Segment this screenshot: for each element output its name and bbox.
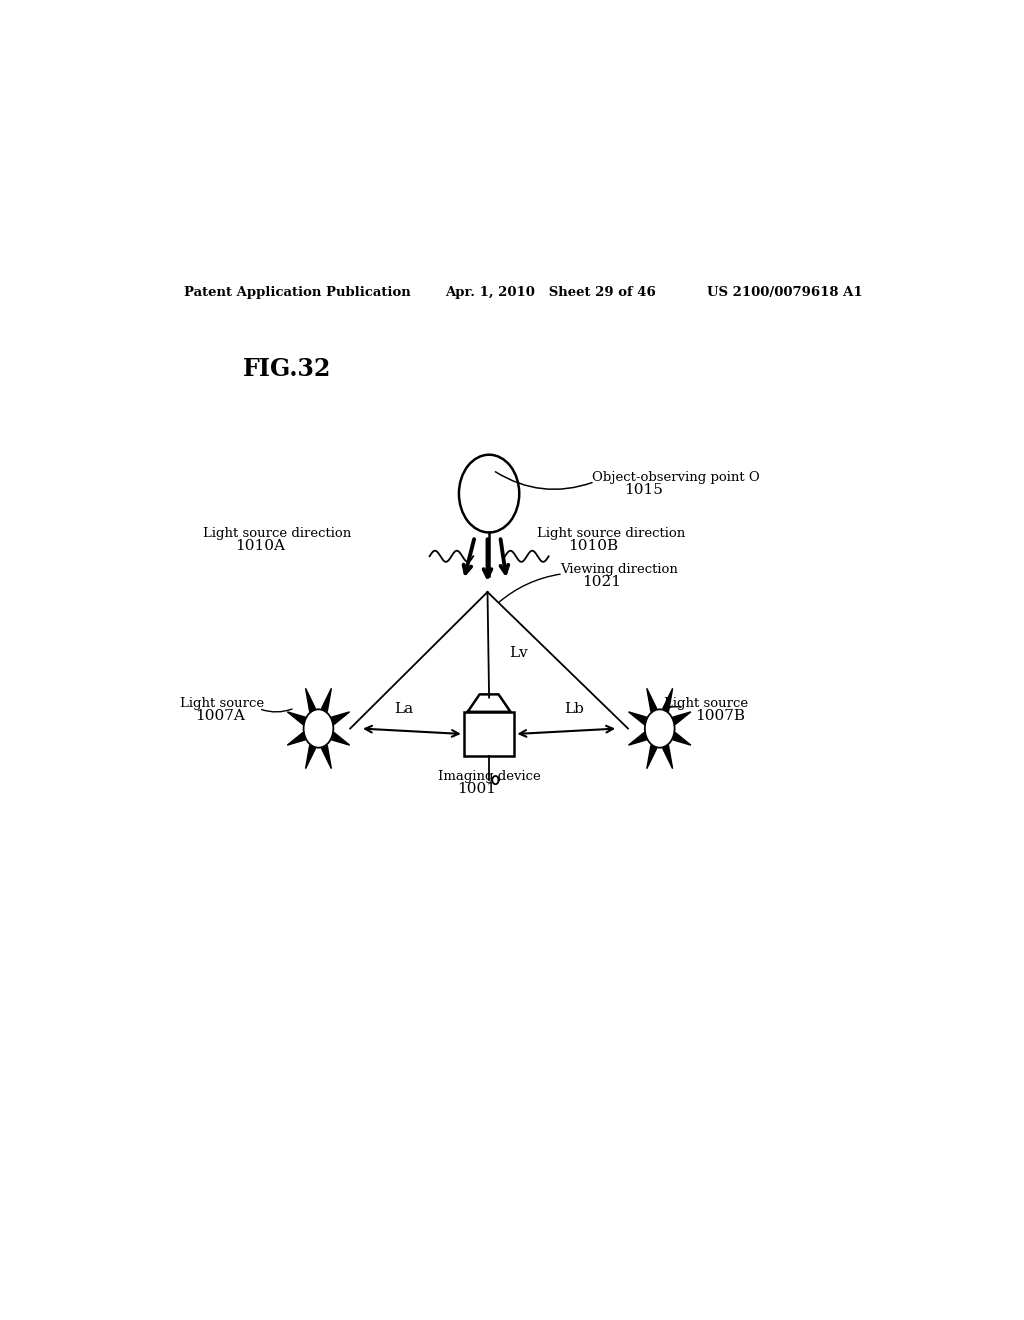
Polygon shape [673,711,691,725]
Polygon shape [288,733,305,744]
Text: US 2100/0079618 A1: US 2100/0079618 A1 [708,286,863,300]
Polygon shape [663,688,673,711]
Polygon shape [629,733,646,744]
Text: 1001: 1001 [458,781,497,796]
Text: Lv: Lv [509,645,527,660]
Polygon shape [332,733,349,744]
Text: Imaging device: Imaging device [437,770,541,783]
Text: Lb: Lb [564,702,584,715]
Polygon shape [647,746,656,768]
Text: 1010B: 1010B [568,539,618,553]
Text: 1007B: 1007B [695,709,745,723]
Text: La: La [394,702,414,715]
Text: 1015: 1015 [624,483,663,498]
Text: Patent Application Publication: Patent Application Publication [183,286,411,300]
Polygon shape [673,733,691,744]
Polygon shape [663,746,673,768]
Text: Light source direction: Light source direction [537,527,685,540]
Text: Light source: Light source [664,697,748,710]
Bar [464,711,514,756]
Polygon shape [332,711,349,725]
Polygon shape [647,688,656,711]
Polygon shape [288,711,305,725]
Text: Light source direction: Light source direction [204,527,351,540]
Text: 1007A: 1007A [196,709,246,723]
Text: Light source: Light source [179,697,264,710]
Polygon shape [629,711,646,725]
Text: Viewing direction: Viewing direction [560,564,678,577]
Text: Object-observing point O: Object-observing point O [592,471,760,484]
Text: 1021: 1021 [582,576,621,590]
Text: 1010A: 1010A [236,539,285,553]
Text: Apr. 1, 2010   Sheet 29 of 46: Apr. 1, 2010 Sheet 29 of 46 [445,286,656,300]
Polygon shape [322,688,332,711]
Polygon shape [322,746,332,768]
Polygon shape [305,688,315,711]
Polygon shape [305,746,315,768]
Text: FIG.32: FIG.32 [243,356,332,381]
